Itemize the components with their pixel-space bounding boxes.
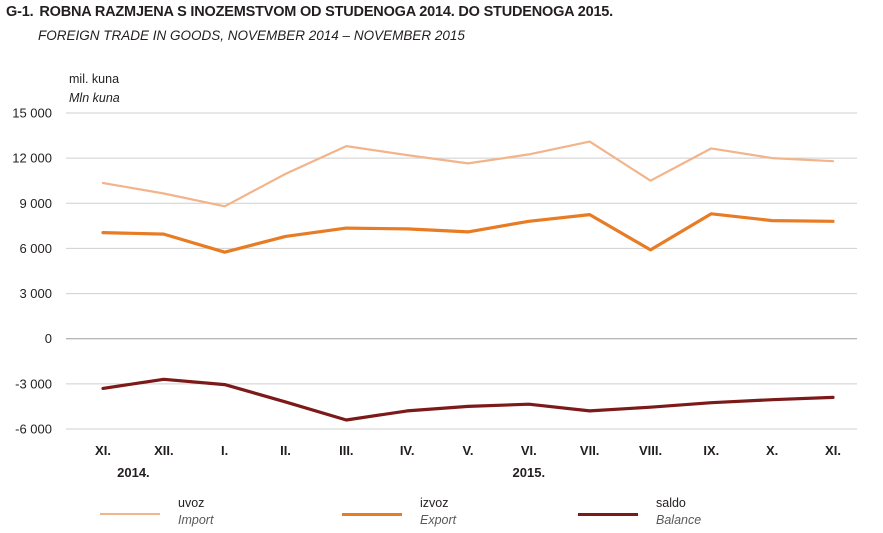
legend-swatch-balance xyxy=(578,513,638,516)
year-label: 2014. xyxy=(117,465,150,480)
legend-item-balance: saldo Balance xyxy=(578,496,798,532)
legend-label-import: uvoz xyxy=(178,496,205,510)
grid-lines xyxy=(66,112,857,430)
legend-swatch-import xyxy=(100,513,160,515)
chart-number: G-1. xyxy=(6,4,34,20)
y-tick-label: 9 000 xyxy=(19,196,52,211)
y-tick-label: 12 000 xyxy=(12,151,52,166)
series-line-export xyxy=(101,212,835,254)
x-tick-label: VIII. xyxy=(639,443,662,458)
legend-item-export: izvoz Export xyxy=(342,496,562,532)
x-tick-label: XI. xyxy=(95,443,111,458)
y-tick-label: -3 000 xyxy=(15,376,52,391)
y-axis-unit-label: mil. kuna xyxy=(69,72,120,86)
x-tick-label: II. xyxy=(280,443,291,458)
legend-label-import-en: Import xyxy=(178,513,214,527)
x-tick-label: VII. xyxy=(580,443,600,458)
legend-label-balance: saldo xyxy=(656,496,686,510)
legend-label-balance-en: Balance xyxy=(656,513,702,527)
series-line-balance xyxy=(101,377,835,422)
series-line-import xyxy=(101,140,835,208)
y-tick-labels: 15 000 12 000 9 000 6 000 3 000 0 -3 000 -6 000 xyxy=(12,106,52,437)
chart-title-block: G-1. ROBNA RAZMJENA S INOZEMSTVOM OD STUD… xyxy=(6,4,613,43)
x-tick-label: IV. xyxy=(400,443,415,458)
year-labels: 2014. 2015. xyxy=(117,465,545,480)
legend-label-export: izvoz xyxy=(420,496,449,510)
x-tick-label: V. xyxy=(462,443,473,458)
y-tick-label: 3 000 xyxy=(19,286,52,301)
y-tick-label: 6 000 xyxy=(19,241,52,256)
x-tick-labels: XI. XII. I. II. III. IV. V. VI. VII. VIII. IX. X. XI… xyxy=(95,443,841,458)
series-lines xyxy=(101,140,835,422)
x-tick-label: III. xyxy=(339,443,353,458)
legend-item-import: uvoz Import xyxy=(100,496,320,532)
legend-label-export-en: Export xyxy=(420,513,457,527)
chart-subtitle: FOREIGN TRADE IN GOODS, NOVEMBER 2014 – … xyxy=(38,28,465,43)
legend-swatch-export xyxy=(342,513,402,516)
y-axis-unit-label-en: Mln kuna xyxy=(69,91,120,105)
x-tick-label: I. xyxy=(221,443,228,458)
x-tick-label: X. xyxy=(766,443,778,458)
x-tick-label: VI. xyxy=(521,443,537,458)
year-label: 2015. xyxy=(513,465,546,480)
y-tick-label: -6 000 xyxy=(15,422,52,437)
x-tick-label: XII. xyxy=(154,443,174,458)
y-tick-label: 15 000 xyxy=(12,106,52,121)
y-tick-label: 0 xyxy=(45,331,52,346)
x-tick-label: XI. xyxy=(825,443,841,458)
chart-title-text: ROBNA RAZMJENA S INOZEMSTVOM OD STUDENOG… xyxy=(39,4,614,20)
x-tick-label: IX. xyxy=(703,443,719,458)
chart-title: G-1. ROBNA RAZMJENA S INOZEMSTVOM OD STUD… xyxy=(6,4,613,20)
